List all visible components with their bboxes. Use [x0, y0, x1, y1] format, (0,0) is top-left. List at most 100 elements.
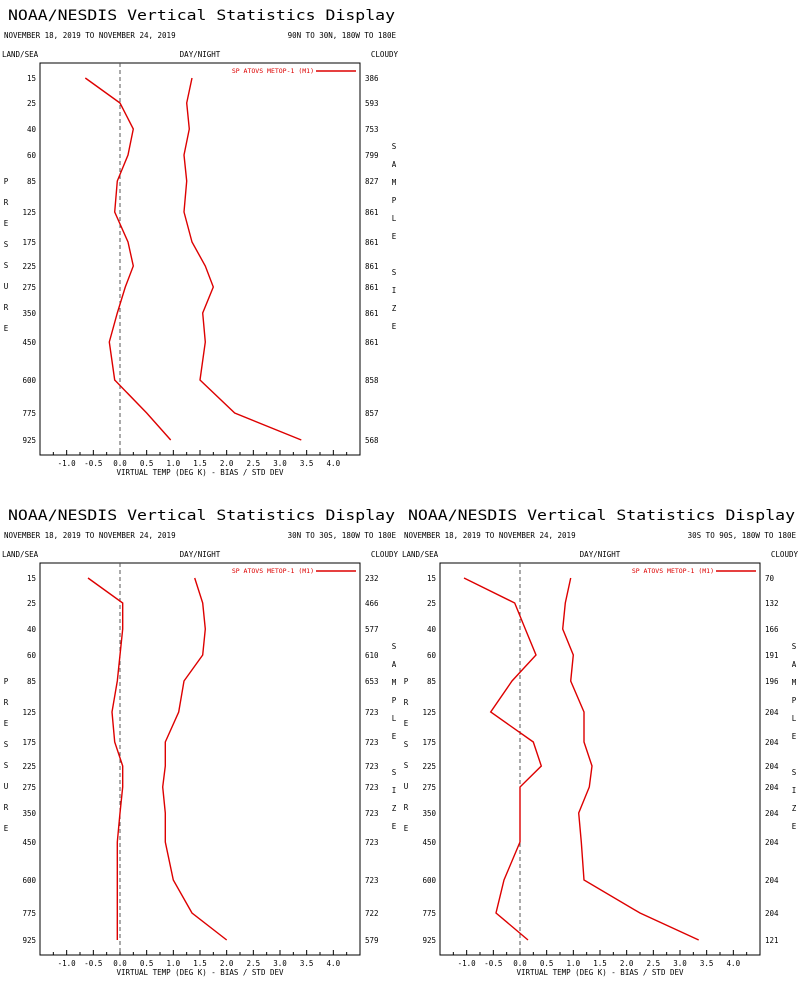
pressure-tick-label: 40	[27, 125, 37, 134]
x-tick-label: 0.0	[113, 959, 127, 968]
pressure-tick-label: 450	[22, 838, 36, 847]
sample-size-label: 861	[365, 208, 379, 217]
pressure-tick-label: 225	[422, 762, 436, 771]
date-range: NOVEMBER 18, 2019 TO NOVEMBER 24, 2019	[4, 31, 176, 40]
pressure-axis-letter: U	[4, 282, 9, 291]
sample-size-axis-letter: I	[392, 786, 397, 795]
sample-size-axis-letter: Z	[792, 804, 797, 813]
sample-size-axis-letter: M	[392, 178, 397, 187]
sample-size-axis-letter: S	[392, 268, 397, 277]
cloudy-label: CLOUDY	[371, 550, 399, 559]
pressure-tick-label: 225	[22, 262, 36, 271]
sample-size-label: 753	[365, 125, 379, 134]
pressure-tick-label: 85	[27, 677, 36, 686]
chart-panel-northern: NOAA/NESDIS Vertical Statistics Display N…	[0, 0, 400, 500]
pressure-tick-label: 350	[22, 809, 36, 818]
x-tick-label: 4.0	[327, 459, 341, 468]
empty-panel	[400, 0, 800, 500]
sample-size-label: 196	[765, 677, 779, 686]
pressure-axis-letter: E	[4, 219, 9, 228]
day-night-label: DAY/NIGHT	[180, 550, 221, 559]
pressure-axis-letter: R	[404, 803, 409, 812]
sample-size-label: 722	[365, 909, 379, 918]
chart-title: NOAA/NESDIS Vertical Statistics Display	[408, 508, 795, 524]
x-tick-label: 1.5	[193, 459, 207, 468]
sample-size-label: 723	[365, 762, 379, 771]
pressure-tick-label: 275	[422, 783, 436, 792]
pressure-axis-letter: R	[4, 803, 9, 812]
sample-size-axis-letter: M	[392, 678, 397, 687]
x-tick-label: 1.5	[593, 959, 607, 968]
sample-size-axis-letter: E	[392, 732, 397, 741]
x-tick-label: -1.0	[458, 959, 477, 968]
pressure-tick-label: 15	[27, 574, 36, 583]
sample-size-label: 568	[365, 436, 379, 445]
x-tick-label: 3.5	[300, 459, 314, 468]
bias-series-line	[87, 577, 124, 940]
sample-size-label: 386	[365, 74, 379, 83]
x-tick-label: 2.0	[220, 459, 234, 468]
pressure-axis-letter: E	[404, 824, 409, 833]
x-tick-label: 2.5	[247, 959, 261, 968]
sample-size-label: 232	[365, 574, 379, 583]
chart-title: NOAA/NESDIS Vertical Statistics Display	[8, 8, 395, 24]
x-tick-label: -0.5	[84, 959, 102, 968]
pressure-tick-label: 125	[22, 708, 36, 717]
pressure-tick-label: 15	[427, 574, 436, 583]
pressure-axis-letter: R	[404, 698, 409, 707]
pressure-tick-label: 225	[22, 762, 36, 771]
pressure-axis-letter: U	[404, 782, 409, 791]
region-label: 30N TO 30S, 180W TO 180E	[288, 531, 397, 540]
sample-size-label: 723	[365, 783, 379, 792]
pressure-tick-label: 350	[422, 809, 436, 818]
sample-size-label: 723	[365, 809, 379, 818]
sample-size-axis-letter: E	[392, 822, 397, 831]
sample-size-axis-letter: P	[792, 696, 797, 705]
x-tick-label: -1.0	[58, 459, 77, 468]
pressure-tick-label: 775	[422, 909, 436, 918]
sample-size-axis-letter: S	[392, 768, 397, 777]
pressure-axis-letter: E	[4, 324, 9, 333]
pressure-tick-label: 925	[22, 436, 36, 445]
plot-frame	[39, 562, 361, 956]
x-tick-label: 1.5	[193, 959, 207, 968]
pressure-axis-letter: E	[404, 719, 409, 728]
sample-size-axis-letter: E	[792, 822, 797, 831]
pressure-tick-label: 40	[27, 625, 37, 634]
x-tick-label: 3.0	[673, 959, 687, 968]
pressure-tick-label: 25	[27, 599, 36, 608]
sample-size-label: 827	[365, 177, 379, 186]
sample-size-axis-letter: L	[792, 714, 797, 723]
pressure-tick-label: 125	[422, 708, 436, 717]
x-tick-label: 1.0	[167, 959, 181, 968]
x-tick-label: 3.5	[300, 959, 314, 968]
sample-size-label: 858	[365, 376, 379, 385]
sample-size-label: 577	[365, 625, 379, 634]
sample-size-label: 861	[365, 262, 379, 271]
sample-size-label: 799	[365, 151, 379, 160]
pressure-axis-letter: S	[404, 761, 409, 770]
sample-size-label: 166	[765, 625, 779, 634]
pressure-tick-label: 775	[22, 409, 36, 418]
pressure-tick-label: 60	[27, 651, 37, 660]
std-dev-series-line	[183, 77, 302, 441]
x-tick-label: 2.0	[220, 959, 234, 968]
sample-size-axis-letter: M	[792, 678, 797, 687]
x-tick-label: 1.0	[167, 459, 181, 468]
pressure-axis-letter: P	[404, 677, 409, 686]
sample-size-label: 723	[365, 708, 379, 717]
pressure-tick-label: 925	[22, 936, 36, 945]
sample-size-label: 204	[765, 809, 779, 818]
day-night-label: DAY/NIGHT	[580, 550, 621, 559]
pressure-tick-label: 15	[27, 74, 36, 83]
x-tick-label: 0.0	[113, 459, 127, 468]
day-night-label: DAY/NIGHT	[180, 50, 221, 59]
sample-size-axis-letter: Z	[392, 304, 397, 313]
pressure-tick-label: 60	[427, 651, 437, 660]
x-tick-label: 0.5	[140, 959, 154, 968]
sample-size-label: 579	[365, 936, 379, 945]
pressure-tick-label: 925	[422, 936, 436, 945]
sample-size-label: 204	[765, 838, 779, 847]
cloudy-label: CLOUDY	[771, 550, 799, 559]
pressure-tick-label: 450	[22, 338, 36, 347]
